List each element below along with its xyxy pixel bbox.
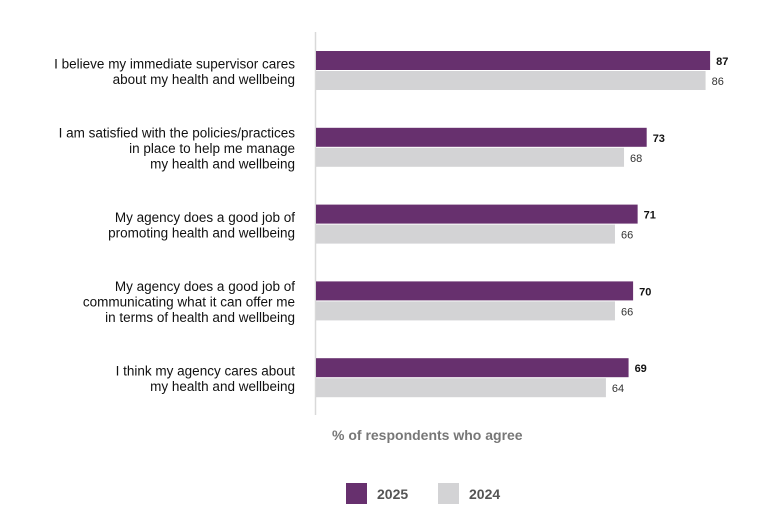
category-label-line: my health and wellbeing <box>150 379 295 394</box>
category-label: I think my agency cares about my health a… <box>116 363 296 394</box>
bar-2024 <box>316 378 606 398</box>
data-label-2025: 71 <box>644 210 656 222</box>
category-label-line: promoting health and wellbeing <box>108 225 295 240</box>
data-label-2024: 66 <box>621 306 633 318</box>
data-label-2025: 87 <box>716 56 728 68</box>
category-label: My agency does a good job of promoting he… <box>108 210 295 241</box>
category-label-line: in terms of health and wellbeing <box>105 310 295 325</box>
category-label-line: I am satisfied with the policies/practic… <box>59 125 296 140</box>
data-label-2024: 64 <box>612 383 624 395</box>
data-label-2025: 70 <box>639 286 651 298</box>
data-label-2024: 86 <box>712 76 724 88</box>
bar-2025 <box>316 358 629 378</box>
bar-2024 <box>316 147 625 167</box>
legend-swatch-2025 <box>346 483 367 504</box>
bar-2024 <box>316 71 706 90</box>
bar-2024 <box>316 224 615 244</box>
category-label: My agency does a good job of communicatin… <box>83 279 295 325</box>
category-label: I am satisfied with the policies/practic… <box>59 125 296 171</box>
data-label-2025: 69 <box>635 363 647 375</box>
category-label-line: I think my agency cares about <box>116 363 296 378</box>
category-label-line: My agency does a good job of <box>115 210 295 225</box>
x-axis-label: % of respondents who agree <box>332 427 523 443</box>
legend-swatch-2024 <box>438 483 459 504</box>
data-label-2024: 66 <box>621 230 633 242</box>
bar-2025 <box>316 204 638 224</box>
legend-label-2024: 2024 <box>469 486 500 502</box>
category-label-line: My agency does a good job of <box>115 279 295 294</box>
category-label: I believe my immediate supervisor cares a… <box>54 56 295 87</box>
data-label-2024: 68 <box>630 153 642 165</box>
category-label-line: about my health and wellbeing <box>113 72 295 87</box>
category-label-line: communicating what it can offer me <box>83 294 295 309</box>
legend-label-2025: 2025 <box>377 486 408 502</box>
category-label-line: my health and wellbeing <box>150 156 295 171</box>
category-label-line: in place to help me manage <box>129 141 295 156</box>
data-label-2025: 73 <box>653 133 665 145</box>
bar-2025 <box>316 51 711 70</box>
bar-2025 <box>316 127 647 147</box>
bar-2025 <box>316 281 634 301</box>
bar-2024 <box>316 301 615 321</box>
category-label-line: I believe my immediate supervisor cares <box>54 56 295 71</box>
